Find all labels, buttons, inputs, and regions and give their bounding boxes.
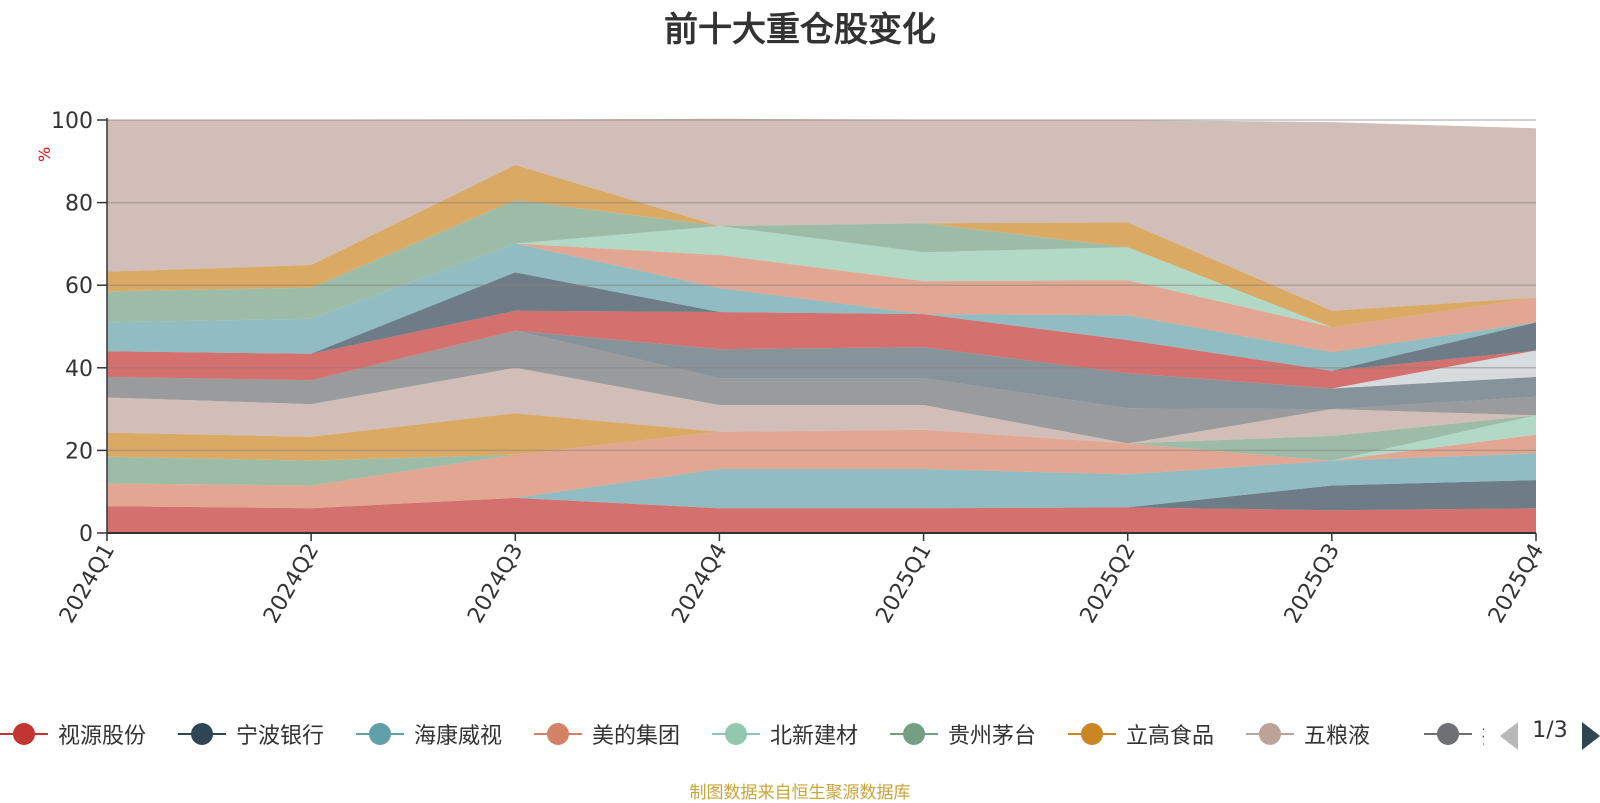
legend-item-8[interactable]: 五粮液 xyxy=(1246,716,1370,752)
y-tick-label-20: 20 xyxy=(65,439,93,464)
legend-item-2[interactable]: 宁波银行 xyxy=(178,716,324,752)
x-tick-label-6: 2025Q2 xyxy=(1076,540,1141,628)
legend-label: 招i xyxy=(1482,718,1484,750)
stacked-area-chart: 0 20 40 60 80 100 2024Q1 2024Q2 2024Q3 2024Q4 2025… xyxy=(35,109,1549,628)
area-series-2[interactable] xyxy=(107,480,1536,511)
area-series-15[interactable] xyxy=(107,243,1536,353)
legend-label: 五粮液 xyxy=(1304,724,1371,749)
x-tick-label-5: 2025Q1 xyxy=(871,540,936,628)
legend-label: 海康威视 xyxy=(414,724,503,749)
x-tick-label-4: 2024Q4 xyxy=(667,540,732,628)
legend-marker-icon xyxy=(1068,716,1116,752)
y-tick-label-0: 0 xyxy=(79,522,93,547)
area-series-13[interactable] xyxy=(107,272,1536,371)
area-series-19[interactable] xyxy=(107,118,1536,311)
grid-lines xyxy=(107,119,1536,452)
area-series-17[interactable] xyxy=(107,200,1536,328)
legend-marker-icon xyxy=(1246,716,1294,752)
x-tick-label-1: 2024Q1 xyxy=(55,540,120,628)
area-series-14[interactable] xyxy=(107,243,1536,371)
area-series-3[interactable] xyxy=(107,453,1536,509)
area-series-10[interactable] xyxy=(107,330,1536,410)
legend-item-3[interactable]: 海康威视 xyxy=(356,716,502,752)
x-tick-label-2: 2024Q2 xyxy=(259,540,324,628)
legend: 视源股份 宁波银行 海康威视 美的集团 北新建材 贵州茅台 立高食品 五粮液 招i xyxy=(0,716,1600,752)
source-note: 制图数据来自恒生聚源数据库 xyxy=(689,783,911,803)
x-tick-label-7: 2025Q3 xyxy=(1280,540,1345,628)
area-series-18[interactable] xyxy=(107,165,1536,328)
legend-label: 贵州茅台 xyxy=(948,724,1037,749)
legend-next-page-icon[interactable] xyxy=(1582,722,1600,750)
legend-pager: 1/3 xyxy=(1500,716,1600,752)
legend-items-viewport: 视源股份 宁波银行 海康威视 美的集团 北新建材 贵州茅台 立高食品 五粮液 招i xyxy=(0,716,1484,752)
legend-label: 美的集团 xyxy=(592,724,681,749)
legend-item-7[interactable]: 立高食品 xyxy=(1068,716,1214,752)
legend-marker-icon xyxy=(356,716,404,752)
y-tick-label-60: 60 xyxy=(65,274,93,299)
area-series-9[interactable] xyxy=(107,330,1536,444)
legend-item-5[interactable]: 北新建材 xyxy=(712,716,858,752)
legend-label: 宁波银行 xyxy=(236,724,325,749)
legend-label: 视源股份 xyxy=(58,724,147,749)
legend-item-1[interactable]: 视源股份 xyxy=(0,716,146,752)
area-series-11[interactable] xyxy=(107,330,1536,389)
y-tick-label-100: 100 xyxy=(51,109,93,134)
chart-title: 前十大重仓股变化 xyxy=(664,10,936,50)
area-series-12[interactable] xyxy=(107,310,1536,389)
y-tick-label-80: 80 xyxy=(65,192,93,217)
y-axis-label: % xyxy=(35,147,54,162)
x-tick-label-3: 2024Q3 xyxy=(463,540,528,628)
legend-item-4[interactable]: 美的集团 xyxy=(534,716,680,752)
legend-marker-icon xyxy=(712,716,760,752)
legend-page-indicator: 1/3 xyxy=(1532,718,1568,743)
area-series-8[interactable] xyxy=(107,367,1536,444)
legend-label: 北新建材 xyxy=(770,724,859,749)
legend-marker-icon xyxy=(534,716,582,752)
legend-item-9[interactable]: 招i xyxy=(1424,716,1484,752)
legend-marker-icon xyxy=(1424,716,1472,752)
legend-marker-icon xyxy=(890,716,938,752)
legend-marker-icon xyxy=(178,716,226,752)
y-tick-label-40: 40 xyxy=(65,357,93,382)
area-series-16[interactable] xyxy=(107,226,1536,328)
legend-marker-icon xyxy=(0,716,48,752)
area-series-4[interactable] xyxy=(107,429,1536,509)
area-series-1[interactable] xyxy=(107,497,1536,533)
area-series-7[interactable] xyxy=(107,413,1536,461)
x-tick-label-8: 2025Q4 xyxy=(1484,540,1549,628)
legend-item-6[interactable]: 贵州茅台 xyxy=(890,716,1036,752)
legend-prev-page-icon[interactable] xyxy=(1500,722,1518,750)
area-series-group xyxy=(107,118,1536,533)
legend-label: 立高食品 xyxy=(1126,724,1215,749)
